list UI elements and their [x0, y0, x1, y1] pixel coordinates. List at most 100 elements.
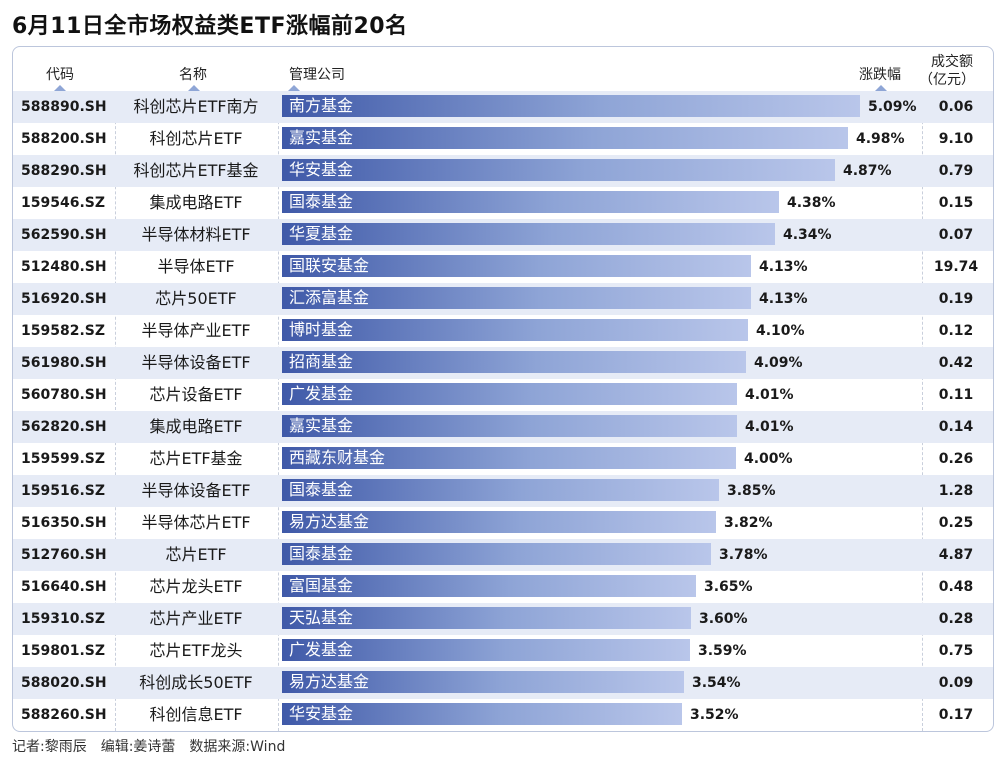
- change-label: 4.38%: [787, 195, 836, 211]
- change-label: 4.01%: [745, 387, 794, 403]
- etf-code: 159546.SZ: [21, 195, 105, 211]
- fund-company: 华安基金: [289, 704, 354, 723]
- fund-company: 博时基金: [289, 320, 354, 339]
- etf-code: 516350.SH: [21, 515, 107, 531]
- fund-company: 国联安基金: [289, 256, 370, 275]
- credits: 记者:黎雨辰 编辑:姜诗蕾 数据来源:Wind: [12, 739, 286, 755]
- change-bar: [282, 575, 696, 597]
- table-row: 159801.SZ 芯片ETF龙头 广发基金 3.59% 0.75: [13, 635, 993, 667]
- fund-company: 易方达基金: [289, 672, 370, 691]
- fund-company: 广发基金: [289, 384, 354, 403]
- table-row: 159582.SZ 半导体产业ETF 博时基金 4.10% 0.12: [13, 315, 993, 347]
- table-row: 588290.SH 科创芯片ETF基金 华安基金 4.87% 0.79: [13, 155, 993, 187]
- table-row: 562820.SH 集成电路ETF 嘉实基金 4.01% 0.14: [13, 411, 993, 443]
- etf-code: 516640.SH: [21, 579, 107, 595]
- etf-name: 科创芯片ETF基金: [133, 161, 259, 180]
- turnover-value: 9.10: [938, 131, 974, 147]
- etf-name: 半导体芯片ETF: [141, 513, 251, 532]
- etf-name: 半导体ETF: [157, 257, 235, 276]
- etf-code: 588290.SH: [21, 163, 107, 179]
- etf-code: 159310.SZ: [21, 611, 105, 627]
- turnover-value: 0.79: [938, 163, 974, 179]
- table-row: 516350.SH 半导体芯片ETF 易方达基金 3.82% 0.25: [13, 507, 993, 539]
- etf-code: 512480.SH: [21, 259, 107, 275]
- turnover-value: 0.75: [938, 643, 974, 659]
- turnover-value: 0.07: [938, 227, 974, 243]
- etf-name: 芯片ETF龙头: [149, 641, 243, 660]
- change-label: 4.00%: [744, 451, 793, 467]
- sort-code-icon: [54, 85, 66, 91]
- etf-name: 半导体设备ETF: [141, 481, 251, 500]
- turnover-value: 4.87: [938, 547, 974, 563]
- table-row: 516920.SH 芯片50ETF 汇添富基金 4.13% 0.19: [13, 283, 993, 315]
- sort-change-icon: [875, 85, 887, 91]
- table-row: 561980.SH 半导体设备ETF 招商基金 4.09% 0.42: [13, 347, 993, 379]
- fund-company: 嘉实基金: [289, 416, 354, 435]
- header-name: 名称: [179, 67, 207, 83]
- table-row: 588890.SH 科创芯片ETF南方 南方基金 5.09% 0.06: [13, 91, 993, 123]
- change-label: 3.60%: [699, 611, 748, 627]
- etf-code: 561980.SH: [21, 355, 107, 371]
- etf-name: 芯片龙头ETF: [149, 577, 243, 596]
- change-label: 3.85%: [727, 483, 776, 499]
- table-row: 588020.SH 科创成长50ETF 易方达基金 3.54% 0.09: [13, 667, 993, 699]
- table-header: 代码 名称 管理公司 涨跌幅 成交额 （亿元）: [13, 47, 993, 91]
- change-bar: [282, 383, 737, 405]
- etf-code: 512760.SH: [21, 547, 107, 563]
- table-row: 159310.SZ 芯片产业ETF 天弘基金 3.60% 0.28: [13, 603, 993, 635]
- change-bar: [282, 607, 691, 629]
- etf-name: 芯片ETF基金: [149, 449, 243, 468]
- etf-code: 159516.SZ: [21, 483, 105, 499]
- turnover-value: 0.15: [938, 195, 974, 211]
- turnover-value: 1.28: [938, 483, 974, 499]
- change-label: 4.13%: [759, 259, 808, 275]
- turnover-value: 0.12: [938, 323, 974, 339]
- fund-company: 广发基金: [289, 640, 354, 659]
- change-label: 4.98%: [856, 131, 905, 147]
- change-bar: [282, 543, 711, 565]
- change-bar: [282, 159, 835, 181]
- etf-name: 科创芯片ETF南方: [133, 97, 259, 116]
- etf-name: 芯片50ETF: [155, 289, 237, 308]
- table-row: 512760.SH 芯片ETF 国泰基金 3.78% 4.87: [13, 539, 993, 571]
- table-row: 588200.SH 科创芯片ETF 嘉实基金 4.98% 9.10: [13, 123, 993, 155]
- turnover-value: 0.26: [938, 451, 974, 467]
- change-label: 4.01%: [745, 419, 794, 435]
- change-bar: [282, 447, 736, 469]
- etf-code: 588890.SH: [21, 99, 107, 115]
- table-row: 159516.SZ 半导体设备ETF 国泰基金 3.85% 1.28: [13, 475, 993, 507]
- table-row: 512480.SH 半导体ETF 国联安基金 4.13% 19.74: [13, 251, 993, 283]
- turnover-value: 0.06: [938, 99, 974, 115]
- sort-name-icon: [188, 85, 200, 91]
- turnover-value: 19.74: [933, 259, 979, 275]
- change-bar: [282, 255, 751, 277]
- change-bar: [282, 287, 751, 309]
- turnover-value: 0.11: [938, 387, 974, 403]
- turnover-value: 0.09: [938, 675, 974, 691]
- etf-code: 588200.SH: [21, 131, 107, 147]
- etf-name: 半导体产业ETF: [141, 321, 251, 340]
- etf-code: 159599.SZ: [21, 451, 105, 467]
- header-volume-unit: （亿元）: [919, 72, 975, 88]
- fund-company: 国泰基金: [289, 544, 354, 563]
- header-change: 涨跌幅: [859, 67, 901, 83]
- fund-company: 招商基金: [289, 352, 354, 371]
- header-company: 管理公司: [289, 67, 345, 83]
- etf-name: 半导体设备ETF: [141, 353, 251, 372]
- table-row: 560780.SH 芯片设备ETF 广发基金 4.01% 0.11: [13, 379, 993, 411]
- change-label: 3.82%: [724, 515, 773, 531]
- turnover-value: 0.14: [938, 419, 974, 435]
- etf-name: 科创信息ETF: [149, 705, 243, 724]
- table-row: 159546.SZ 集成电路ETF 国泰基金 4.38% 0.15: [13, 187, 993, 219]
- change-bar: [282, 319, 748, 341]
- chart-title: 6月11日全市场权益类ETF涨幅前20名: [12, 14, 408, 39]
- etf-code: 588020.SH: [21, 675, 107, 691]
- etf-name: 科创成长50ETF: [139, 673, 253, 692]
- etf-code: 159582.SZ: [21, 323, 105, 339]
- turnover-value: 0.28: [938, 611, 974, 627]
- turnover-value: 0.17: [938, 707, 974, 723]
- fund-company: 国泰基金: [289, 480, 354, 499]
- fund-company: 南方基金: [289, 96, 354, 115]
- fund-company: 西藏东财基金: [289, 448, 386, 467]
- header-code: 代码: [46, 67, 74, 83]
